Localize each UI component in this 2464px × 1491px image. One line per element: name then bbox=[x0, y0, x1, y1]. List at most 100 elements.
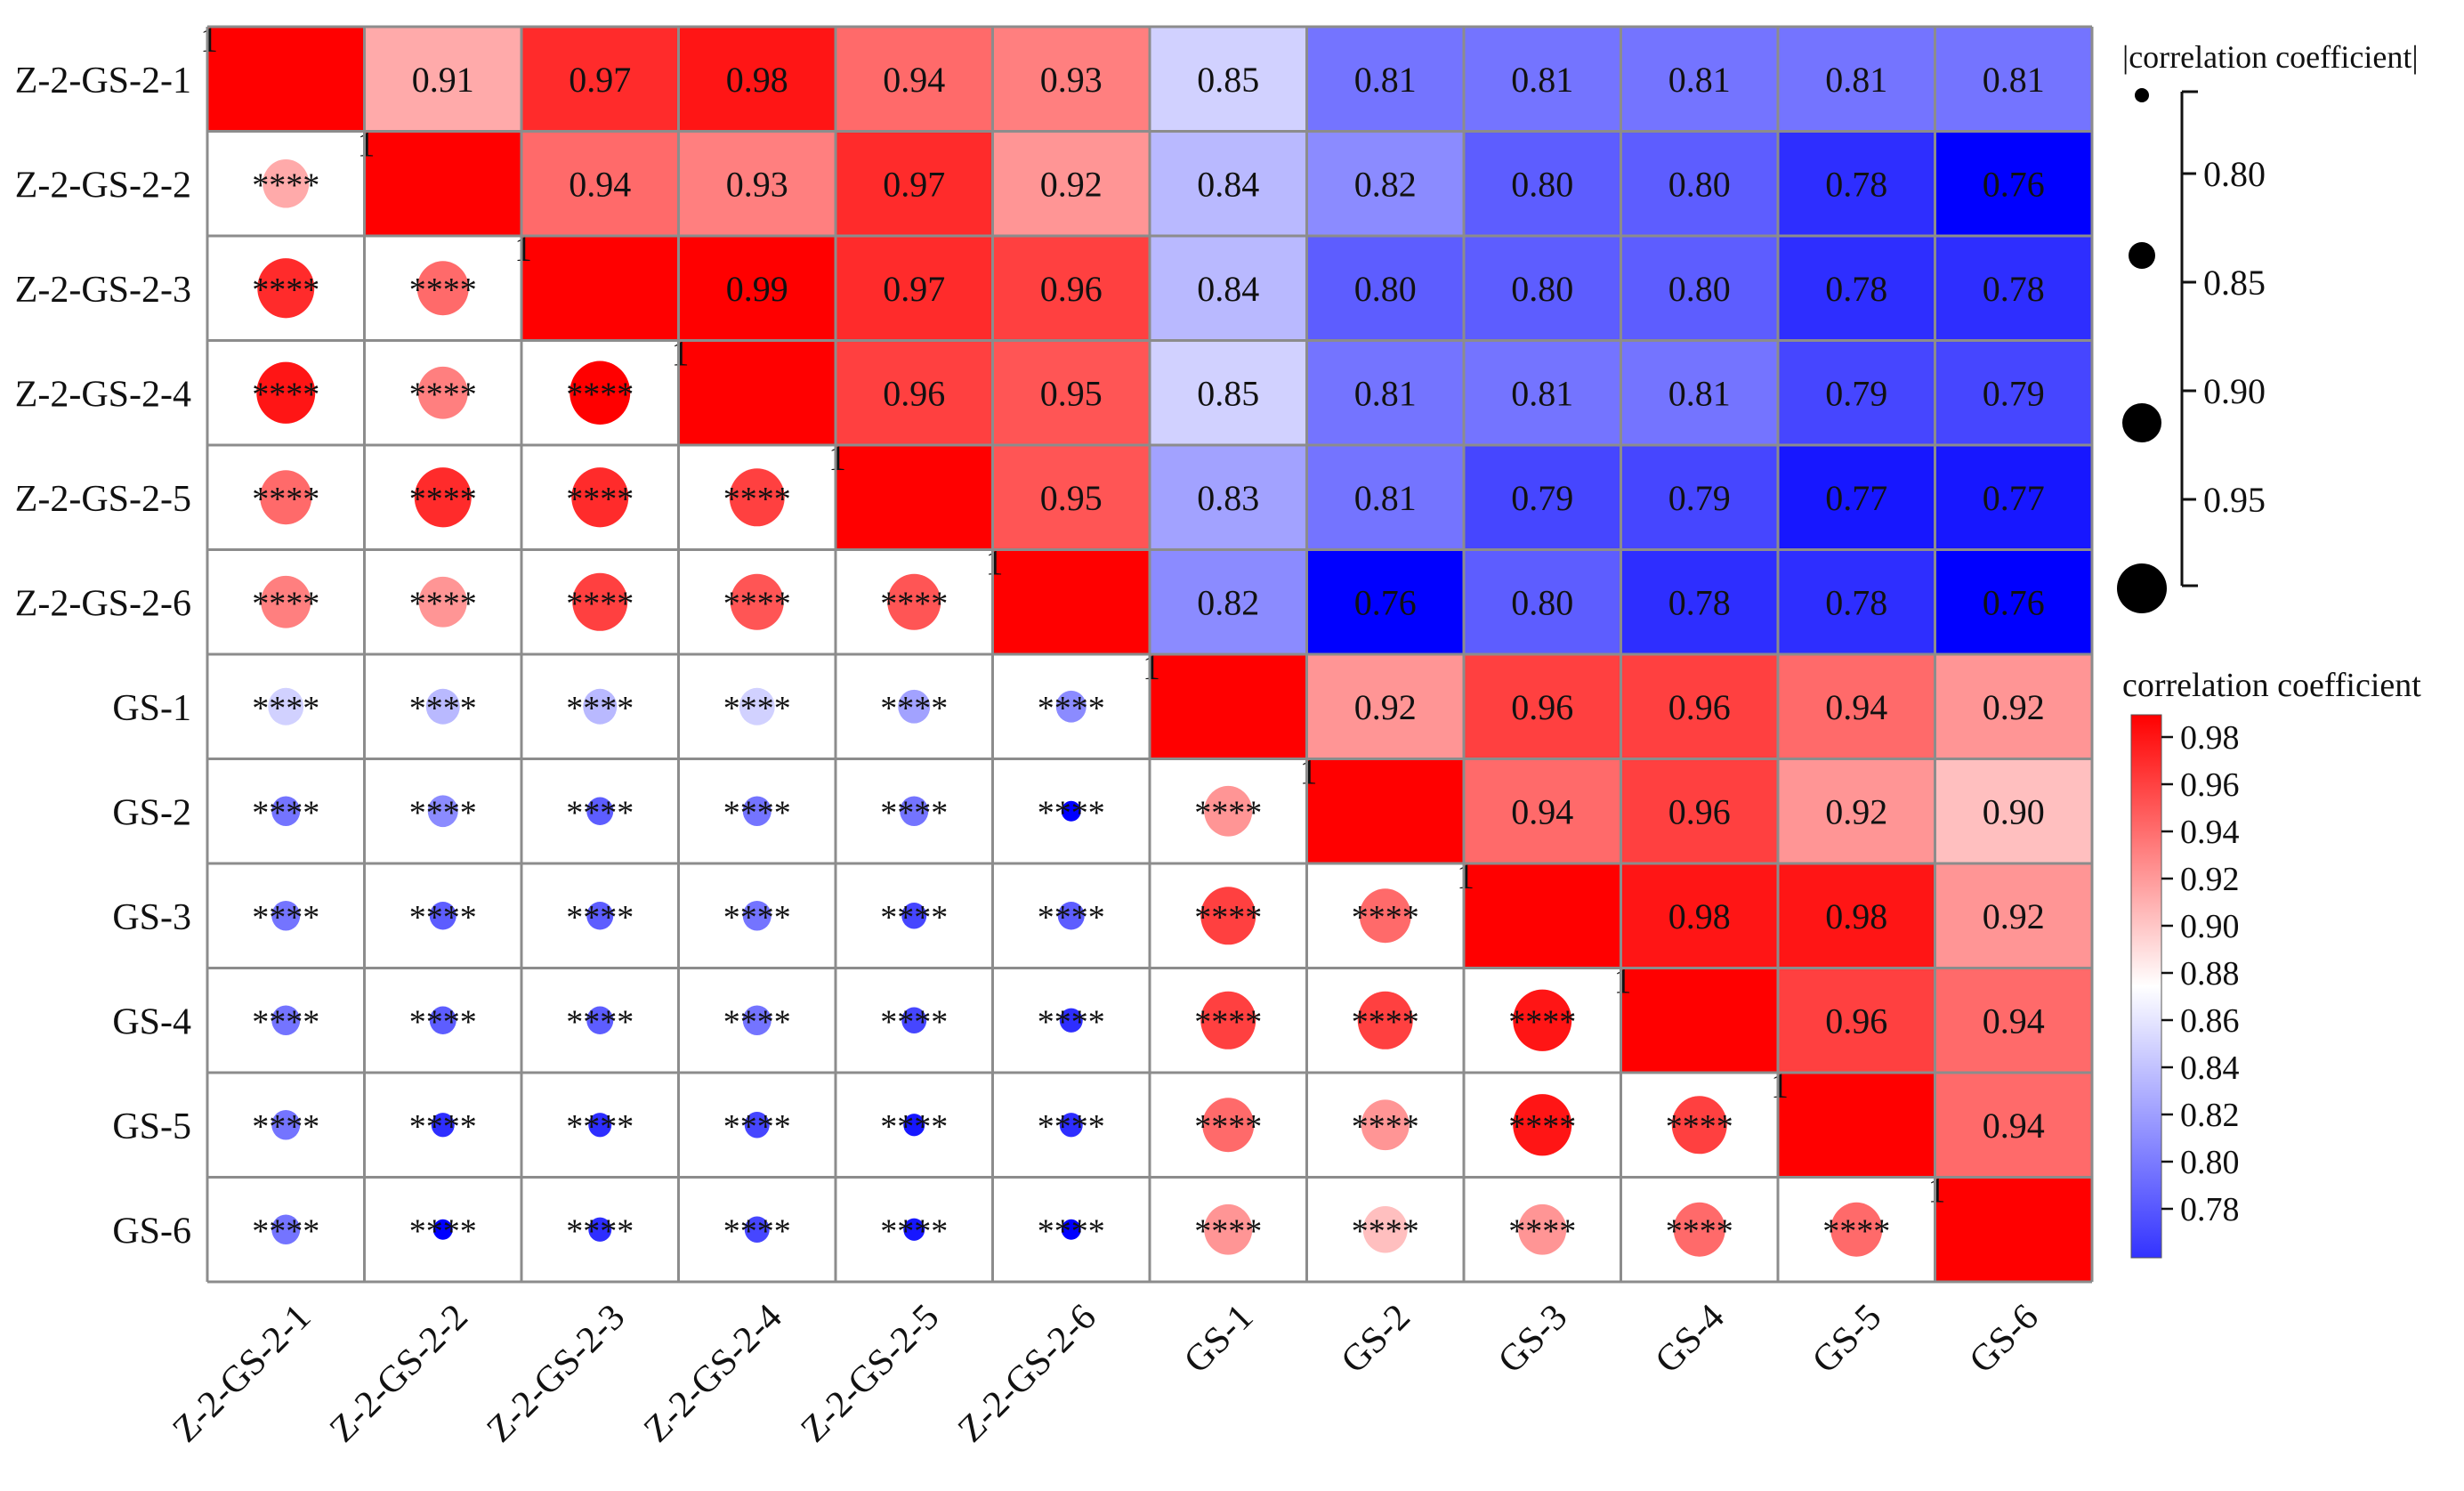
column-label: GS-4 bbox=[1648, 1297, 1733, 1382]
heatmap-cell bbox=[1935, 654, 2092, 759]
significance-label: **** bbox=[409, 481, 477, 518]
cell-value-label: 0.98 bbox=[1825, 896, 1887, 936]
cell-value-label: 0.92 bbox=[1040, 164, 1103, 204]
significance-label: **** bbox=[1508, 1108, 1576, 1146]
significance-label: **** bbox=[252, 166, 319, 204]
significance-label: **** bbox=[1038, 899, 1105, 936]
cell-value-label: 0.80 bbox=[1668, 164, 1731, 204]
row-labels: Z-2-GS-2-1 Z-2-GS-2-2 Z-2-GS-2-3 Z-2-GS-2-4… bbox=[15, 61, 191, 1252]
cell-value-label: 0.80 bbox=[1511, 582, 1573, 622]
heatmap-cell bbox=[1464, 758, 1621, 863]
correlation-dot bbox=[729, 468, 785, 527]
diagonal-cell bbox=[1620, 968, 1778, 1073]
significance-label: **** bbox=[1038, 1003, 1105, 1041]
significance-label: **** bbox=[252, 690, 319, 727]
significance-label: **** bbox=[566, 1212, 634, 1250]
significance-label: **** bbox=[252, 1108, 319, 1146]
significance-label: **** bbox=[409, 1212, 477, 1250]
correlation-dot bbox=[1673, 1202, 1725, 1257]
significance-label: **** bbox=[723, 1108, 791, 1146]
correlation-dot bbox=[887, 573, 941, 630]
correlation-dot bbox=[744, 1216, 770, 1243]
significance-label: **** bbox=[566, 585, 634, 622]
diagonal-label-fragment: 1 bbox=[1928, 1171, 1946, 1211]
diagonal-label-fragment: 1 bbox=[986, 543, 1004, 583]
significance-label: **** bbox=[1822, 1212, 1890, 1250]
cell-value-label: 0.78 bbox=[1825, 269, 1887, 309]
color-legend-tick-label: 0.84 bbox=[2180, 1049, 2240, 1087]
cell-value-label: 0.96 bbox=[883, 373, 945, 413]
size-legend-dot bbox=[2117, 563, 2167, 613]
correlation-dot bbox=[730, 573, 784, 630]
significance-label: **** bbox=[252, 585, 319, 622]
significance-label: **** bbox=[880, 1003, 948, 1041]
significance-label: **** bbox=[1038, 690, 1105, 727]
size-legend-marks: 0.80 0.85 0.90 0.95 bbox=[2117, 88, 2266, 613]
cell-value-label: 0.81 bbox=[1354, 60, 1417, 100]
significance-label: **** bbox=[566, 794, 634, 831]
color-legend-tick-label: 0.86 bbox=[2180, 1002, 2240, 1040]
cell-value-label: 0.77 bbox=[1983, 478, 2045, 518]
diagonal-cell bbox=[364, 131, 521, 236]
heatmap-cell bbox=[1778, 340, 1935, 445]
cell-value-label: 0.76 bbox=[1354, 582, 1417, 622]
cell-value-label: 0.78 bbox=[1668, 582, 1731, 622]
heatmap-cell bbox=[1935, 340, 2092, 445]
size-legend-tick-label: 0.95 bbox=[2203, 480, 2266, 520]
significance-label: **** bbox=[566, 690, 634, 727]
heatmap-cell bbox=[1464, 340, 1621, 445]
cell-value-label: 0.79 bbox=[1668, 478, 1731, 518]
heatmap-cell bbox=[1464, 27, 1621, 132]
diagonal-cell bbox=[992, 549, 1150, 654]
row-label: Z-2-GS-2-6 bbox=[15, 583, 191, 624]
heatmap-cell bbox=[1150, 445, 1307, 550]
heatmap-cell bbox=[1306, 549, 1464, 654]
heatmap-cell bbox=[678, 236, 836, 341]
significance-label: **** bbox=[566, 376, 634, 413]
cell-value-label: 0.95 bbox=[1040, 373, 1103, 413]
significance-label: **** bbox=[1194, 1003, 1262, 1041]
cell-value-label: 0.84 bbox=[1197, 269, 1259, 309]
correlation-dot bbox=[1200, 991, 1256, 1049]
row-label: GS-4 bbox=[112, 1001, 191, 1042]
heatmap-cell bbox=[521, 131, 679, 236]
correlation-dot bbox=[1059, 1113, 1083, 1138]
correlation-dot bbox=[901, 903, 927, 929]
significance-label: **** bbox=[1666, 1108, 1733, 1146]
heatmap-cell bbox=[1620, 863, 1778, 968]
correlation-dot bbox=[256, 361, 316, 424]
heatmap-cell bbox=[1620, 27, 1778, 132]
correlation-dot bbox=[1059, 1008, 1083, 1033]
column-label: GS-1 bbox=[1176, 1297, 1261, 1382]
significance-label: **** bbox=[252, 271, 319, 309]
significance-label: **** bbox=[1038, 1212, 1105, 1250]
heatmap-cell bbox=[678, 27, 836, 132]
significance-label: **** bbox=[409, 1003, 477, 1041]
correlation-dot bbox=[261, 575, 311, 628]
heatmap-cell bbox=[992, 131, 1150, 236]
diagonal-label-fragment: 1 bbox=[1300, 752, 1318, 792]
correlation-dot bbox=[1204, 1203, 1253, 1255]
cell-value-label: 0.76 bbox=[1983, 582, 2045, 622]
cell-value-label: 0.94 bbox=[883, 60, 945, 100]
correlation-dot bbox=[263, 158, 310, 208]
correlation-dot bbox=[571, 467, 629, 528]
heatmap-cell bbox=[1778, 549, 1935, 654]
correlation-dot bbox=[1057, 902, 1085, 930]
diagonal-label-fragment: 1 bbox=[1614, 961, 1632, 1001]
diagonal-label-fragment: 1 bbox=[514, 229, 532, 269]
significance-label: **** bbox=[252, 1212, 319, 1250]
significance-label: **** bbox=[1508, 1003, 1576, 1041]
cell-value-label: 0.78 bbox=[1983, 269, 2045, 309]
correlation-dot bbox=[429, 902, 456, 930]
heatmap-cell bbox=[1150, 340, 1307, 445]
correlation-dot bbox=[271, 1214, 301, 1245]
correlation-dot bbox=[1202, 1098, 1255, 1153]
significance-label: **** bbox=[1194, 1212, 1262, 1250]
color-legend-tick-label: 0.88 bbox=[2180, 955, 2240, 993]
heatmap-cell bbox=[1935, 27, 2092, 132]
heatmap-cell bbox=[992, 27, 1150, 132]
column-label: Z-2-GS-2-3 bbox=[480, 1297, 634, 1451]
significance-label: **** bbox=[1666, 1212, 1733, 1250]
